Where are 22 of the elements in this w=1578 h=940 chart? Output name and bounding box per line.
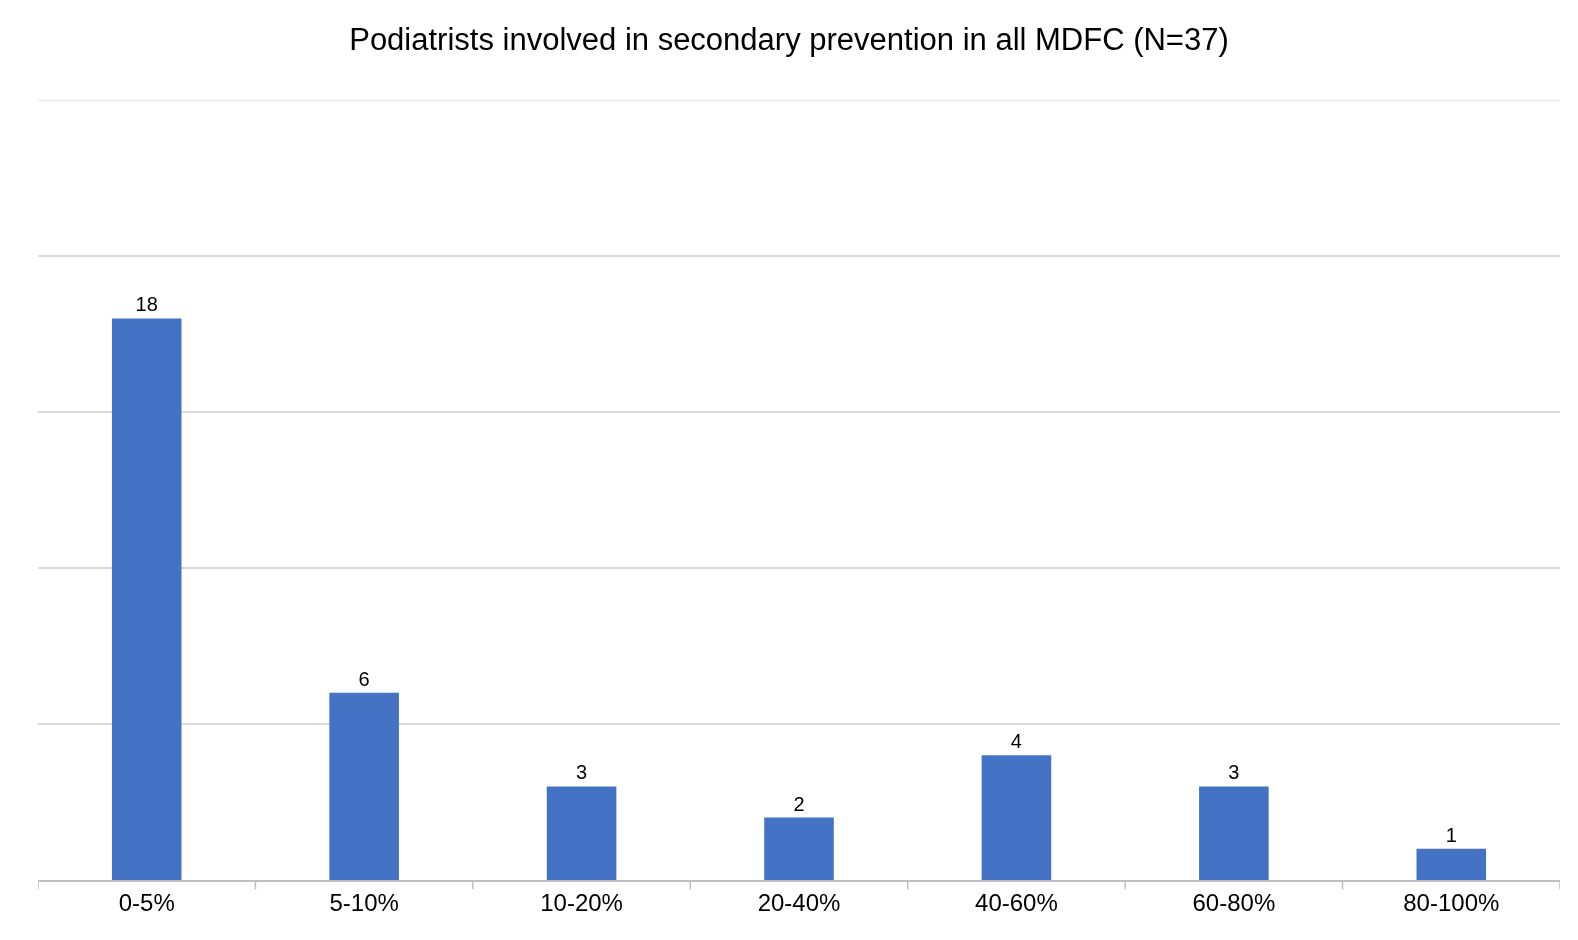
bar	[329, 692, 399, 880]
data-label: 6	[358, 667, 370, 690]
x-tick-label: 60-80%	[1192, 888, 1276, 916]
data-label: 2	[793, 792, 805, 815]
data-label: 18	[135, 293, 158, 316]
x-tick-label: 5-10%	[329, 888, 399, 916]
x-tick-label: 20-40%	[757, 888, 841, 916]
chart-title: Podiatrists involved in secondary prevention in all MDFC (N=37)	[349, 21, 1229, 57]
bar	[764, 817, 834, 880]
data-label: 4	[1010, 730, 1022, 753]
x-tick-label: 40-60%	[975, 888, 1058, 916]
data-label: 3	[576, 761, 588, 784]
x-tick-label: 80-100%	[1403, 888, 1500, 916]
bar	[981, 755, 1052, 880]
x-tick-label: 10-20%	[540, 888, 623, 916]
bar	[1416, 848, 1487, 880]
bar	[1199, 786, 1269, 880]
bar	[111, 318, 182, 880]
data-label: 3	[1228, 761, 1240, 784]
data-label: 1	[1445, 823, 1457, 846]
bar	[546, 786, 617, 880]
x-tick-label: 0-5%	[118, 888, 175, 916]
